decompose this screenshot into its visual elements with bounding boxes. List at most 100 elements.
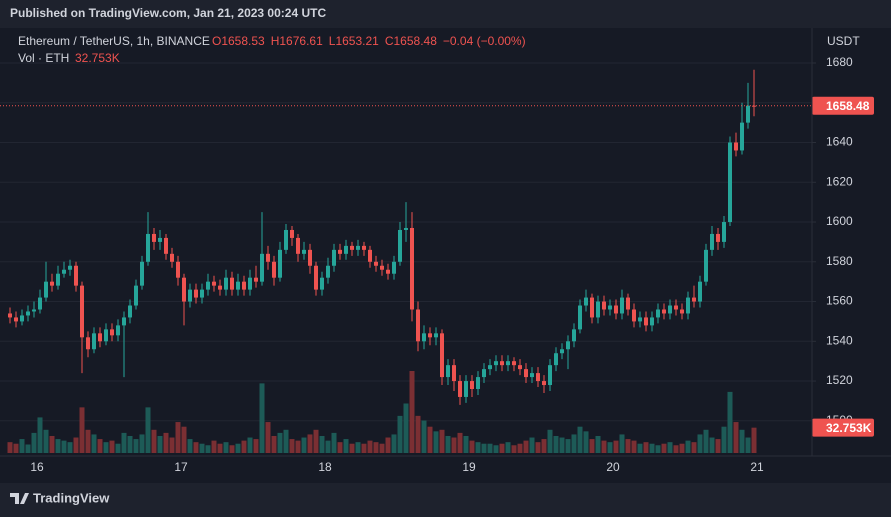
candle-body bbox=[14, 317, 18, 322]
volume-bar bbox=[55, 439, 61, 453]
candle-body bbox=[356, 245, 360, 250]
volume-bar bbox=[355, 442, 361, 453]
candle-body bbox=[326, 265, 330, 278]
candle-body bbox=[614, 305, 618, 314]
volume-bar bbox=[133, 439, 139, 453]
volume-bar bbox=[319, 435, 325, 453]
volume-bar bbox=[247, 437, 253, 453]
volume-bar bbox=[241, 440, 247, 453]
candle-body bbox=[224, 277, 228, 290]
candle-body bbox=[266, 253, 270, 262]
candle-body bbox=[470, 381, 474, 390]
volume-bar bbox=[331, 432, 337, 453]
volume-bar bbox=[565, 439, 571, 453]
volume-bar bbox=[673, 445, 679, 453]
volume-bar bbox=[181, 426, 187, 453]
candle-body bbox=[158, 237, 162, 242]
volume-bar bbox=[709, 437, 715, 453]
candle-body bbox=[626, 297, 630, 310]
volume-bar bbox=[559, 437, 565, 453]
candle-body bbox=[86, 337, 90, 350]
candle-body bbox=[200, 289, 204, 298]
x-tick-label: 16 bbox=[30, 460, 44, 474]
volume-bar bbox=[421, 420, 427, 453]
volume-bar bbox=[61, 440, 67, 453]
last-price-label: 1658.48 bbox=[826, 99, 870, 113]
volume-bar bbox=[571, 434, 577, 453]
candle-body bbox=[26, 311, 30, 316]
volume-bar bbox=[469, 440, 475, 453]
volume-bar bbox=[97, 439, 103, 453]
logo-mark bbox=[10, 493, 29, 504]
candle-body bbox=[152, 233, 156, 242]
candle-body bbox=[98, 333, 102, 342]
volume-bar bbox=[691, 442, 697, 453]
candle-body bbox=[716, 233, 720, 242]
candle-body bbox=[698, 281, 702, 302]
candle-body bbox=[230, 277, 234, 290]
volume-bar bbox=[463, 435, 469, 453]
candle-body bbox=[674, 305, 678, 310]
candle-body bbox=[410, 227, 414, 310]
candle-body bbox=[596, 301, 600, 318]
candle-body bbox=[518, 365, 522, 370]
candle-body bbox=[722, 222, 726, 242]
candle-body bbox=[314, 265, 318, 290]
volume-bar bbox=[253, 439, 259, 453]
volume-bar bbox=[157, 435, 163, 453]
volume-bar bbox=[493, 445, 499, 453]
volume-bar bbox=[223, 442, 229, 453]
candle-body bbox=[140, 261, 144, 286]
candle-body bbox=[296, 237, 300, 254]
volume-bar bbox=[439, 429, 445, 453]
volume-bar bbox=[289, 439, 295, 453]
volume-bar bbox=[481, 443, 487, 453]
volume-bar bbox=[607, 442, 613, 453]
candle-body bbox=[290, 229, 294, 238]
volume-bar bbox=[19, 439, 25, 453]
candle-body bbox=[704, 249, 708, 282]
y-tick-label: 1620 bbox=[826, 174, 853, 188]
candle-body bbox=[746, 105, 750, 123]
candle-body bbox=[692, 297, 696, 302]
legend-value: H1676.61 bbox=[271, 34, 323, 48]
candle-body bbox=[50, 281, 54, 286]
volume-bar bbox=[661, 443, 667, 453]
candle-body bbox=[494, 361, 498, 366]
candle-body bbox=[44, 281, 48, 298]
candle-body bbox=[398, 229, 402, 262]
volume-bar bbox=[349, 443, 355, 453]
volume-bar bbox=[199, 443, 205, 453]
candle-body bbox=[392, 261, 396, 274]
candle-body bbox=[80, 285, 84, 338]
volume-bar bbox=[229, 445, 235, 453]
y-tick-label: 1680 bbox=[826, 55, 853, 69]
volume-bar bbox=[91, 434, 97, 453]
volume-bar bbox=[445, 435, 451, 453]
candle-body bbox=[122, 317, 126, 326]
volume-bar bbox=[295, 440, 301, 453]
volume-bar bbox=[595, 435, 601, 453]
y-tick-label: 1640 bbox=[826, 135, 853, 149]
volume-bar bbox=[169, 437, 175, 453]
volume-bar bbox=[67, 442, 73, 453]
candle-body bbox=[524, 369, 528, 378]
volume-title: Vol · ETH bbox=[18, 51, 69, 65]
top-bar bbox=[0, 0, 891, 28]
candle-body bbox=[20, 315, 24, 322]
candle-body bbox=[242, 281, 246, 290]
candle-body bbox=[320, 277, 324, 290]
volume-bar bbox=[265, 422, 271, 453]
candle-body bbox=[572, 329, 576, 342]
candle-body bbox=[350, 245, 354, 250]
candle-body bbox=[506, 361, 510, 366]
volume-bar bbox=[451, 437, 457, 453]
candle-body bbox=[740, 122, 744, 151]
volume-bar bbox=[127, 435, 133, 453]
candle-body bbox=[488, 365, 492, 370]
candle-body bbox=[116, 325, 120, 336]
x-tick-label: 17 bbox=[174, 460, 188, 474]
volume-bar bbox=[43, 429, 49, 453]
candle-body bbox=[428, 333, 432, 338]
volume-bar bbox=[667, 442, 673, 453]
